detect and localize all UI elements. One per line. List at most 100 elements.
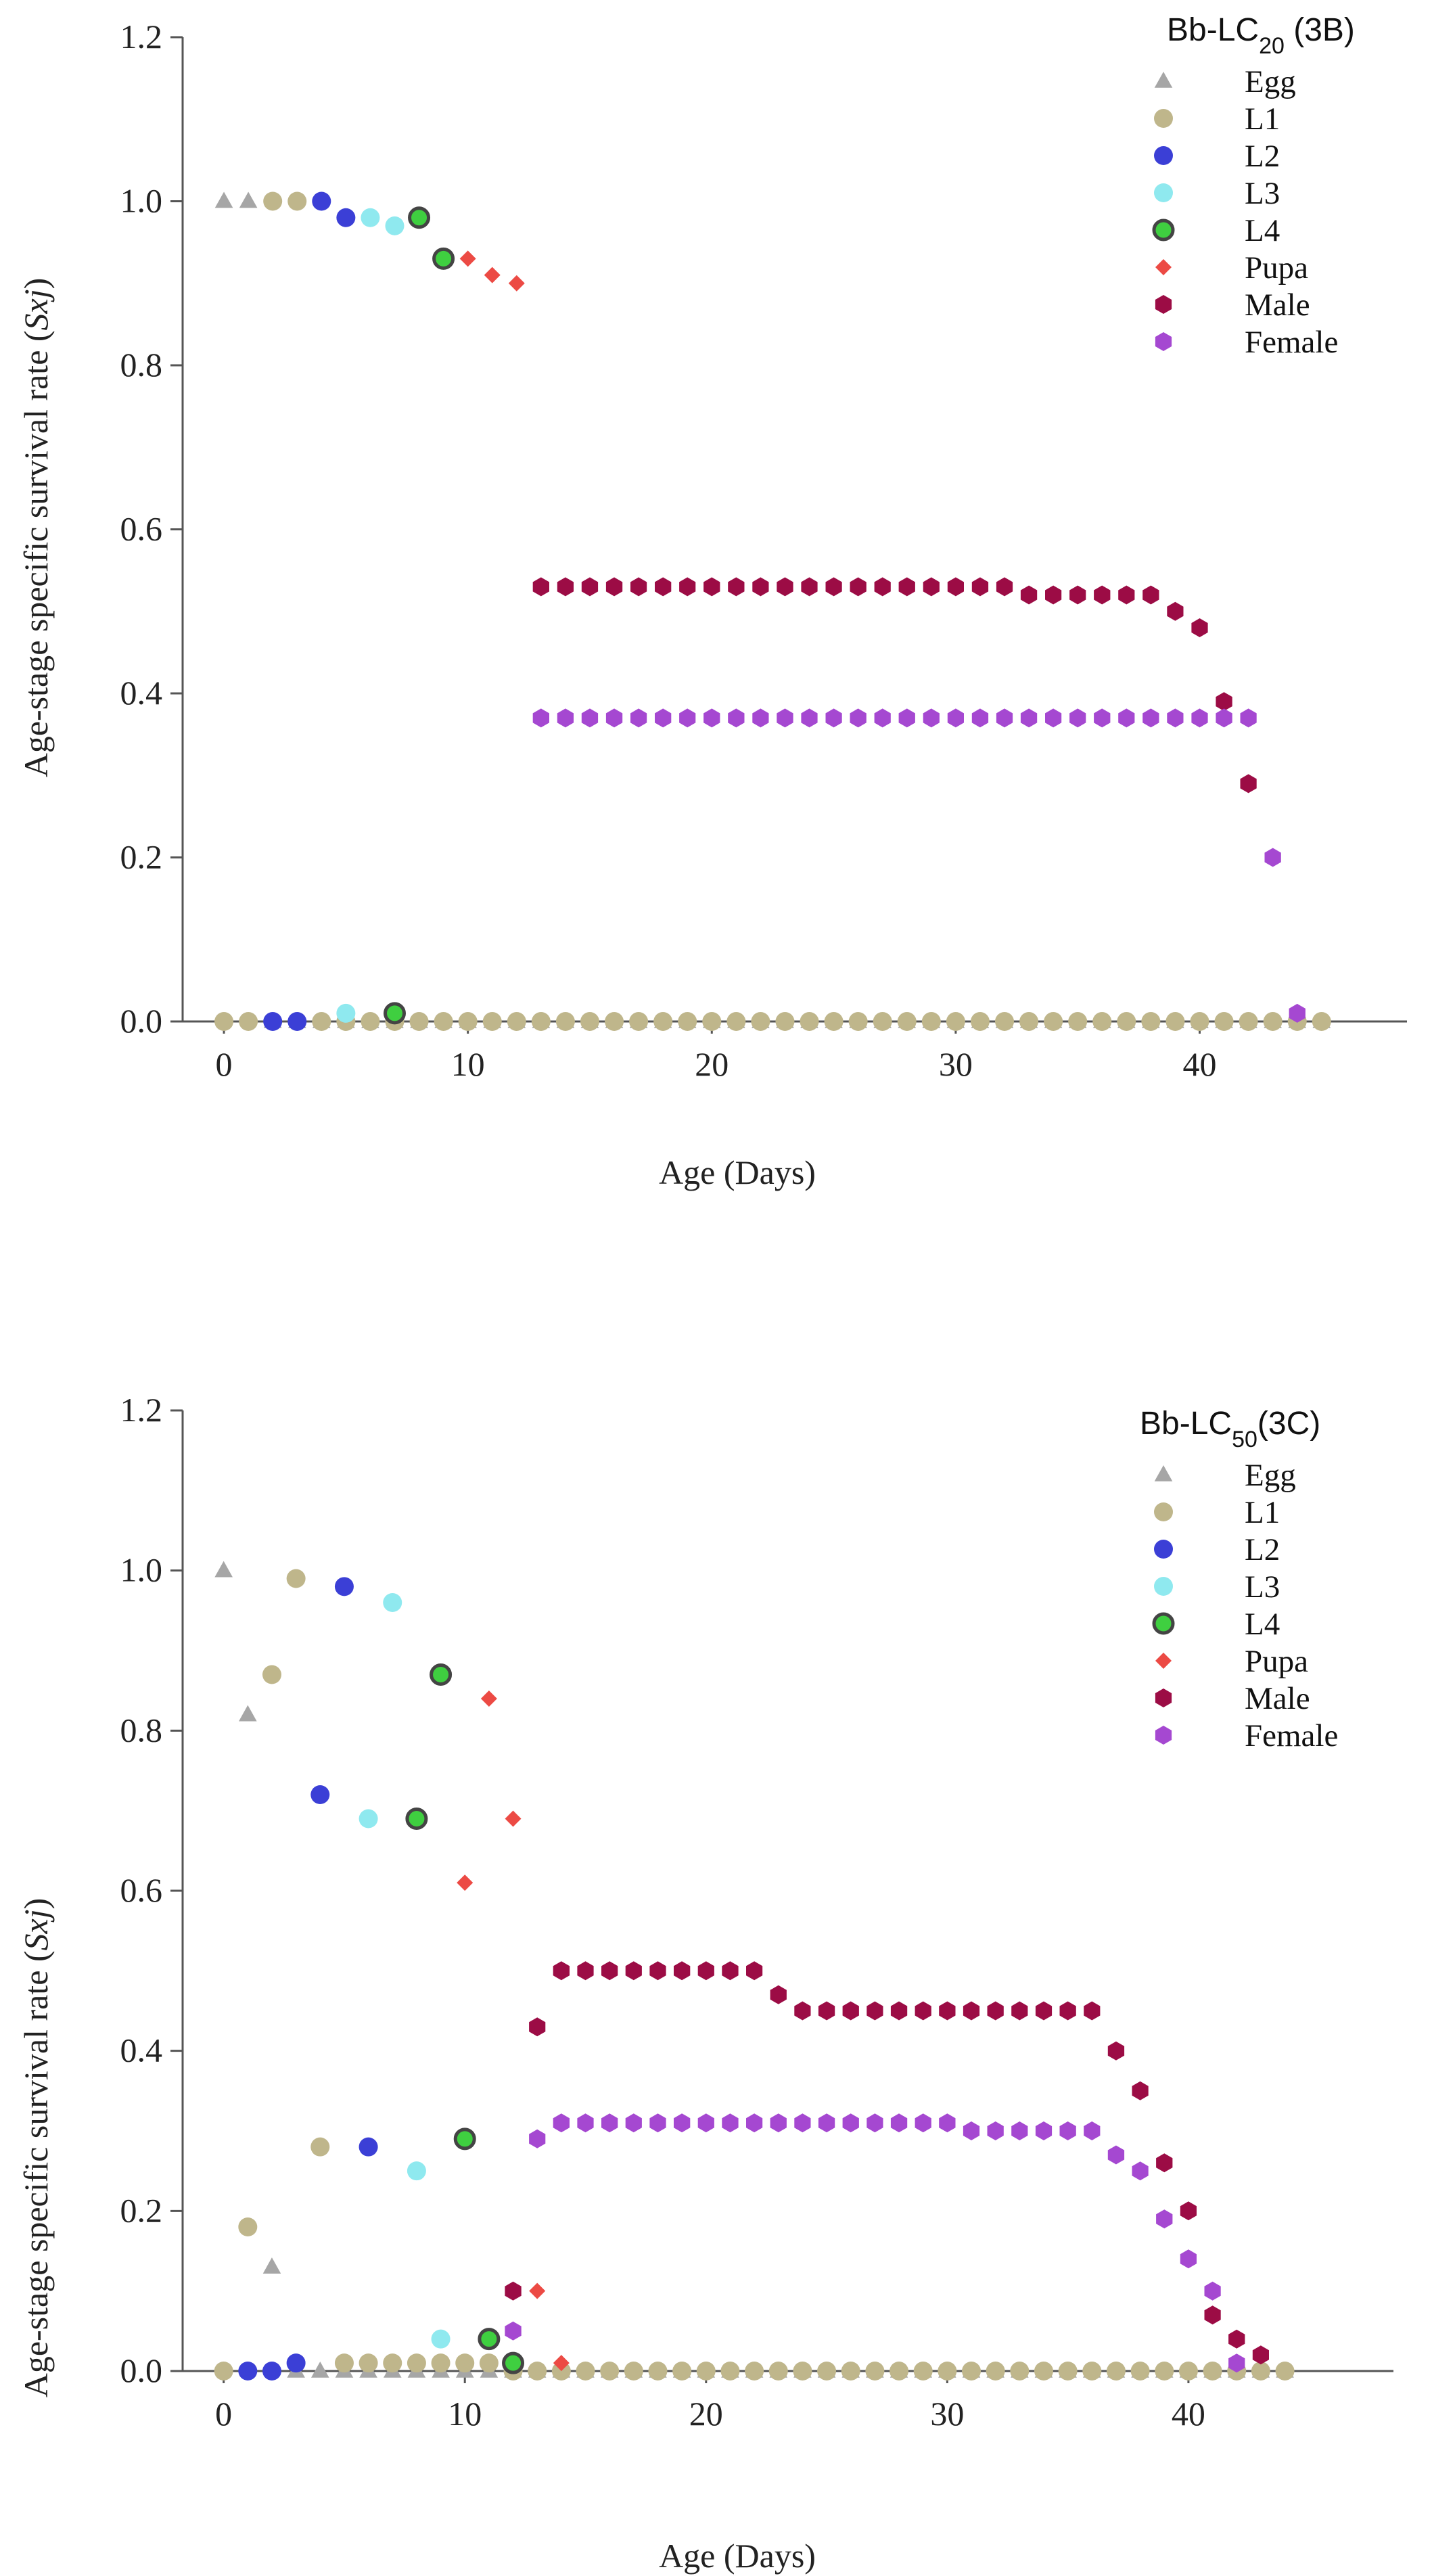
- point-male: [825, 577, 842, 597]
- point-female: [898, 708, 915, 728]
- point-l1: [312, 1012, 331, 1031]
- point-male: [630, 577, 647, 597]
- point-l3: [336, 1003, 356, 1023]
- point-female: [752, 708, 769, 728]
- point-female: [625, 2113, 642, 2133]
- point-l1: [672, 2362, 692, 2380]
- point-l3: [385, 216, 405, 235]
- point-pupa: [508, 275, 525, 292]
- point-female: [1045, 708, 1062, 728]
- point-female: [1020, 708, 1038, 728]
- point-female: [1107, 2145, 1125, 2165]
- point-female: [1069, 708, 1086, 728]
- point-male: [1216, 692, 1232, 712]
- point-l1: [678, 1012, 697, 1031]
- y-axis-title: Age-stage specific survival rate (Sxj): [17, 1898, 55, 2398]
- point-l1: [696, 2362, 716, 2380]
- point-male: [770, 1985, 787, 2004]
- point-male: [1020, 585, 1038, 605]
- point-l4: [408, 206, 431, 229]
- point-male: [703, 577, 720, 597]
- point-male: [794, 2001, 811, 2021]
- point-male: [553, 1961, 570, 1981]
- point-male: [625, 1961, 642, 1981]
- point-l1: [1092, 1012, 1112, 1031]
- legend-label-female: Female: [1245, 1718, 1338, 1753]
- point-female: [557, 708, 574, 728]
- point-l4: [478, 2328, 501, 2351]
- survival-chart-lc20: Age-stage specific survival rate (Sxj) A…: [17, 12, 1407, 1191]
- point-male: [746, 1961, 763, 1981]
- point-l1: [800, 1012, 819, 1031]
- point-l1: [629, 1012, 649, 1031]
- point-pupa: [459, 250, 476, 267]
- point-l1: [946, 1012, 965, 1031]
- x-tick-label: 10: [448, 2395, 482, 2433]
- point-male: [1094, 585, 1111, 605]
- point-female: [1118, 708, 1135, 728]
- point-female: [842, 2113, 859, 2133]
- point-l1: [555, 1012, 575, 1031]
- point-l1: [938, 2362, 957, 2380]
- point-female: [1094, 708, 1111, 728]
- y-tick-label: 0.4: [120, 2031, 163, 2069]
- point-l1: [817, 2362, 837, 2380]
- point-female: [1156, 2209, 1173, 2229]
- point-egg: [262, 2257, 281, 2274]
- point-male: [649, 1961, 666, 1981]
- point-l1: [600, 2362, 620, 2380]
- point-female: [770, 2113, 787, 2133]
- point-l2: [310, 1785, 330, 1804]
- point-l1: [1155, 2362, 1174, 2380]
- point-l1: [890, 2362, 909, 2380]
- point-male: [818, 2001, 835, 2021]
- point-male: [867, 2001, 883, 2021]
- legend-label-l3: L3: [1245, 1569, 1280, 1605]
- point-l4: [383, 1002, 406, 1025]
- point-pupa: [529, 2282, 546, 2299]
- point-male: [655, 577, 672, 597]
- point-female: [630, 708, 647, 728]
- point-l1: [1312, 1012, 1331, 1031]
- point-female: [649, 2113, 666, 2133]
- point-male: [505, 2281, 522, 2301]
- point-l1: [1058, 2362, 1078, 2380]
- point-l1: [310, 2137, 330, 2157]
- point-l4: [502, 2351, 525, 2374]
- legend-marker-egg: [1154, 72, 1173, 88]
- legend-label-l4: L4: [1245, 1607, 1280, 1642]
- y-tick-label: 0.2: [120, 838, 163, 876]
- legend-marker-l3: [1154, 1577, 1173, 1596]
- point-l1: [1044, 1012, 1063, 1031]
- point-female: [746, 2113, 763, 2133]
- point-l1: [1190, 1012, 1209, 1031]
- point-male: [963, 2001, 980, 2021]
- point-male: [1011, 2001, 1028, 2021]
- legend-title: Bb-LC50(3C): [1140, 1406, 1320, 1452]
- point-male: [971, 577, 989, 597]
- point-l1: [238, 2217, 258, 2236]
- legend-label-l1: L1: [1245, 1495, 1280, 1530]
- point-male: [1252, 2345, 1269, 2365]
- point-l1: [921, 1012, 941, 1031]
- y-tick-label: 1.2: [120, 18, 163, 55]
- legend-title: Bb-LC20 (3B): [1167, 12, 1355, 59]
- point-l2: [287, 1012, 307, 1031]
- legend-label-pupa: Pupa: [1245, 1644, 1308, 1679]
- point-pupa: [457, 1874, 474, 1891]
- y-tick-label: 1.2: [120, 1391, 163, 1429]
- legend-marker-l2: [1154, 146, 1173, 165]
- point-female: [915, 2113, 931, 2133]
- point-male: [601, 1961, 618, 1981]
- point-l1: [409, 1012, 429, 1031]
- point-male: [1132, 2081, 1149, 2100]
- point-l2: [312, 191, 331, 211]
- y-tick-label: 1.0: [120, 182, 163, 220]
- point-male: [679, 577, 696, 597]
- point-male: [850, 577, 867, 597]
- point-female: [577, 2113, 594, 2133]
- legend-label-female: Female: [1245, 325, 1338, 360]
- point-female: [601, 2113, 618, 2133]
- x-tick-label: 30: [930, 2395, 964, 2433]
- point-l1: [745, 2362, 764, 2380]
